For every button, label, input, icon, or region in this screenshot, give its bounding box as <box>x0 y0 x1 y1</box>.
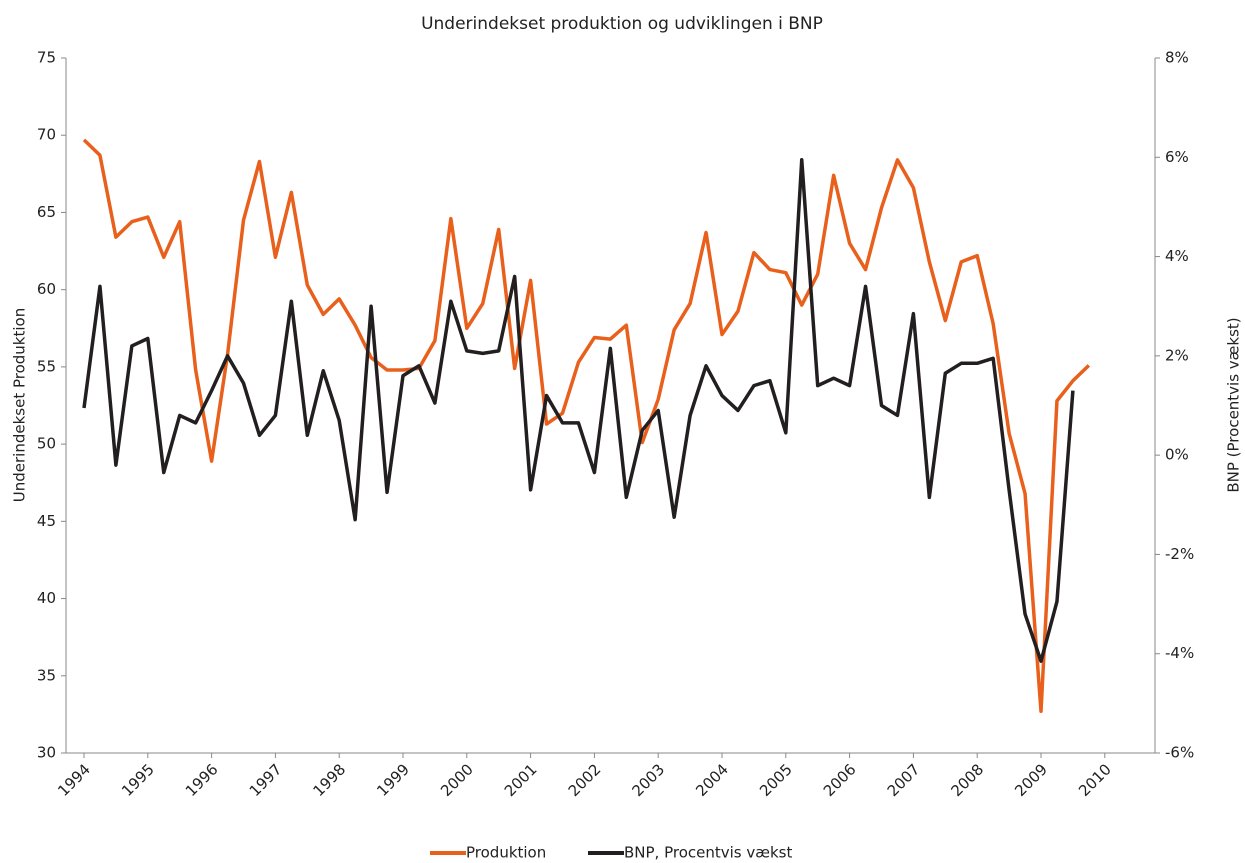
y2-tick-label: 0% <box>1165 446 1189 464</box>
y2-tick-label: 4% <box>1165 247 1189 265</box>
y-tick-label: 50 <box>37 435 56 453</box>
x-tick-label: 2000 <box>437 760 477 800</box>
chart-title: Underindekset produktion og udviklingen … <box>421 14 823 34</box>
y-axis-label: Underindekset Produktion <box>11 308 29 502</box>
y-tick-label: 70 <box>37 126 56 144</box>
y-tick-label: 40 <box>37 589 56 607</box>
y-tick-label: 65 <box>37 203 56 221</box>
y-tick-label: 60 <box>37 280 56 298</box>
series-line <box>82 138 1091 714</box>
y-tick-label: 75 <box>37 49 56 67</box>
x-tick-label: 2010 <box>1075 760 1115 800</box>
x-tick-label: 2008 <box>947 760 987 800</box>
x-tick-label: 1996 <box>182 760 222 800</box>
y-tick-label: 45 <box>37 512 56 530</box>
x-tick-label: 1999 <box>373 760 413 800</box>
y-tick-label: 55 <box>37 357 56 375</box>
y2-tick-label: 2% <box>1165 346 1189 364</box>
y2-tick-label: 8% <box>1165 49 1189 67</box>
y2-tick-label: 6% <box>1165 148 1189 166</box>
x-tick-label: 2002 <box>565 760 605 800</box>
y2-tick-label: -4% <box>1165 644 1194 662</box>
x-tick-label: 1997 <box>246 760 286 800</box>
x-tick-label: 1998 <box>309 760 349 800</box>
x-tick-label: 1995 <box>118 760 158 800</box>
x-tick-label: 2005 <box>756 760 796 800</box>
legend-label: BNP, Procentvis vækst <box>624 844 792 862</box>
series-line <box>82 158 1075 663</box>
x-tick-label: 2004 <box>692 760 732 800</box>
x-tick-label: 2001 <box>501 760 541 800</box>
x-tick-label: 2003 <box>628 760 668 800</box>
x-tick-label: 1994 <box>54 760 94 800</box>
y2-tick-label: -2% <box>1165 545 1194 563</box>
y-tick-label: 30 <box>37 744 56 762</box>
x-tick-label: 2009 <box>1011 760 1051 800</box>
y2-axis-label: BNP (Procentvis vækst) <box>1225 317 1243 492</box>
legend-label: Produktion <box>466 844 546 862</box>
x-tick-label: 2006 <box>820 760 860 800</box>
y2-tick-label: -6% <box>1165 744 1194 762</box>
y-tick-label: 35 <box>37 666 56 684</box>
x-tick-label: 2007 <box>884 760 924 800</box>
